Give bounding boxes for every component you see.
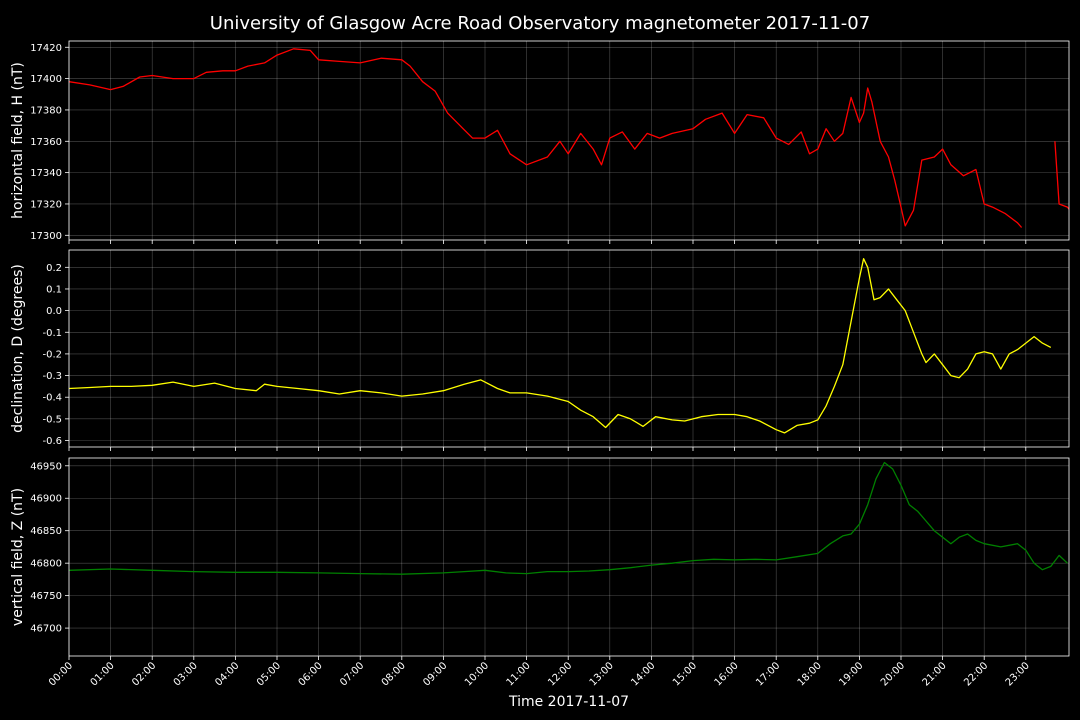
series-line-d-0 (69, 258, 1052, 434)
x-tick-label: 12:00 (546, 660, 574, 688)
y-tick-label: 46700 (30, 624, 62, 635)
plot-frame-z (68, 457, 1070, 657)
plot-frame-d (68, 249, 1070, 448)
x-tick-label: 02:00 (130, 660, 158, 688)
x-tick-label: 15:00 (671, 660, 699, 688)
y-axis-label-h: horizontal field, H (nT) (10, 62, 26, 219)
y-tick-label: 17380 (30, 105, 62, 116)
x-tick-label: 21:00 (921, 660, 949, 688)
y-tick-label: 46750 (30, 591, 62, 602)
series-line-z-0 (69, 461, 1068, 575)
series-line-h-0 (69, 48, 1023, 228)
y-tick-label: 17340 (30, 168, 62, 179)
x-tick-label: 19:00 (837, 660, 865, 688)
x-tick-label: 03:00 (172, 660, 200, 688)
y-tick-label: -0.5 (42, 414, 62, 425)
y-tick-label: -0.4 (42, 393, 62, 404)
y-tick-label: -0.3 (42, 371, 62, 382)
x-tick-label: 13:00 (588, 660, 616, 688)
y-tick-label: -0.2 (42, 349, 62, 360)
x-tick-label: 08:00 (380, 660, 408, 688)
x-axis-label: Time 2017-11-07 (508, 694, 629, 710)
y-tick-label: 46800 (30, 559, 62, 570)
x-tick-label: 00:00 (47, 660, 75, 688)
grid-h (68, 41, 1069, 240)
x-tick-label: 10:00 (463, 660, 491, 688)
x-tick-label: 06:00 (297, 660, 325, 688)
y-axis-label-z: vertical field, Z (nT) (10, 488, 26, 626)
x-tick-label: 11:00 (505, 660, 533, 688)
y-tick-label: 46850 (30, 526, 62, 537)
y-tick-label: 17320 (30, 199, 62, 210)
x-tick-label: 01:00 (89, 660, 117, 688)
x-tick-label: 16:00 (713, 660, 741, 688)
x-tick-label: 23:00 (1004, 660, 1032, 688)
x-tick-label: 17:00 (754, 660, 782, 688)
y-tick-label: -0.1 (42, 328, 62, 339)
grid-z (68, 458, 1069, 656)
series-line-h-1 (1054, 141, 1069, 211)
panel-d: 0.2 0.1 0.0 -0.1 -0.2 -0.3 -0.4 -0.5 -0.6 declina… (10, 249, 1070, 451)
y-tick-label: 17360 (30, 137, 62, 148)
x-tick-label: 20:00 (879, 660, 907, 688)
chart-title: University of Glasgow Acre Road Observat… (210, 13, 870, 34)
y-tick-label: 0.1 (46, 284, 62, 295)
x-tick-label: 18:00 (796, 660, 824, 688)
y-tick-label: 17300 (30, 231, 62, 242)
panel-z: 46950 46900 46850 46800 46750 46700 vertical f… (10, 457, 1070, 660)
x-tick-label: 22:00 (962, 660, 990, 688)
y-tick-label: -0.6 (42, 436, 62, 447)
y-tick-label: 17400 (30, 74, 62, 85)
x-tick-label: 07:00 (338, 660, 366, 688)
x-tick-label: 04:00 (213, 660, 241, 688)
y-axis-label-d: declination, D (degrees) (10, 264, 26, 433)
y-tick-label: 46900 (30, 494, 62, 505)
x-tick-label: 05:00 (255, 660, 283, 688)
y-tick-label: 0.2 (46, 263, 62, 274)
x-tick-label: 14:00 (629, 660, 657, 688)
y-tick-label: 0.0 (46, 306, 62, 317)
panel-h: 17300 17320 17340 17360 17380 17400 17420 horiz… (10, 40, 1070, 244)
y-tick-label: 46950 (30, 461, 62, 472)
x-tick-label: 09:00 (421, 660, 449, 688)
grid-d (68, 250, 1069, 447)
plot-frame-h (68, 40, 1070, 241)
y-tick-label: 17420 (30, 43, 62, 54)
